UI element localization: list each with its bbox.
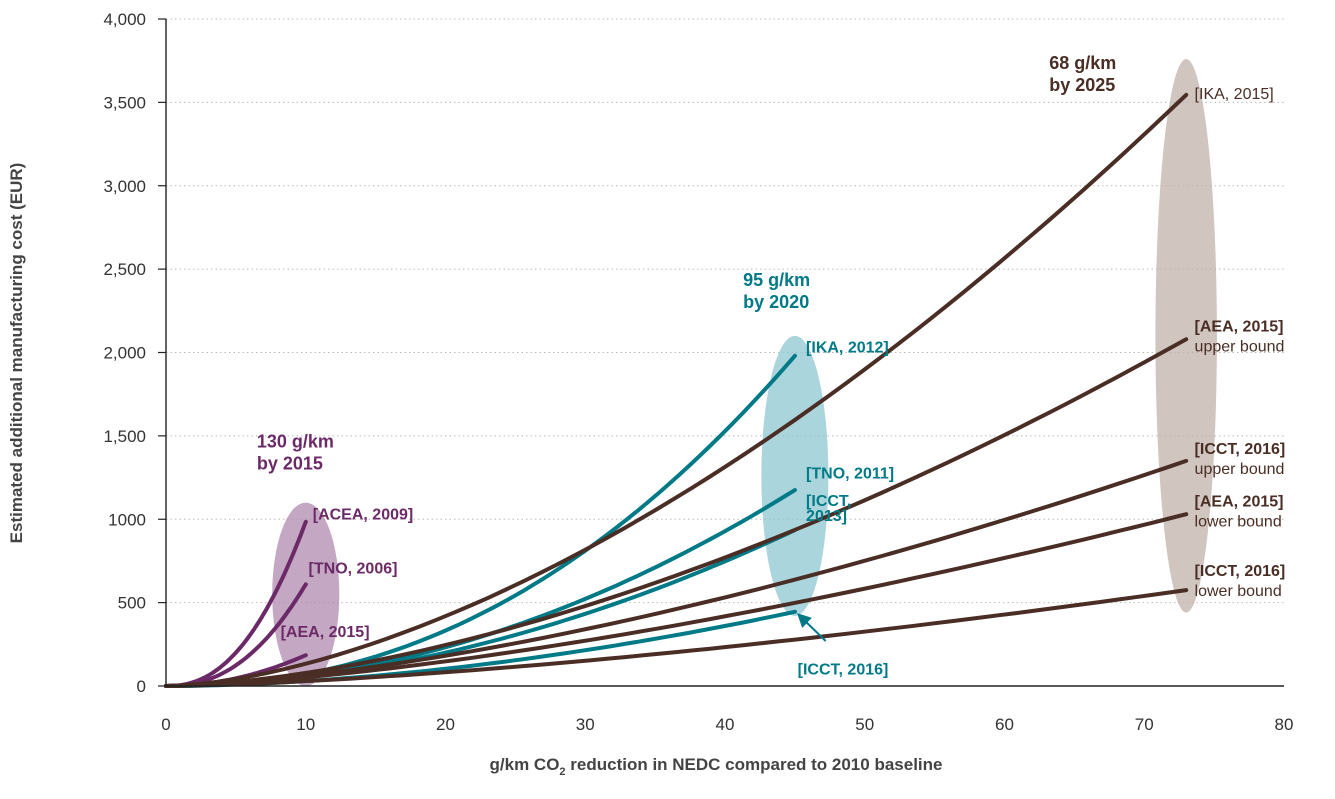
series-line — [164, 528, 797, 688]
series-line — [164, 337, 1189, 688]
series-label-bound: upper bound — [1195, 339, 1285, 356]
series-label-bound: lower bound — [1195, 514, 1282, 531]
x-tick-label: 80 — [1275, 715, 1294, 734]
group-ellipse-1 — [272, 502, 340, 686]
y-tick-label: 3,000 — [103, 177, 146, 196]
group-ellipses — [272, 59, 1217, 686]
y-axis-label: Estimated additional manufacturing cost … — [7, 163, 26, 544]
series-label: [TNO, 2006] — [309, 560, 398, 577]
x-tick-label: 50 — [855, 715, 874, 734]
series-line — [164, 458, 1189, 688]
series-label-bound: lower bound — [1195, 583, 1282, 600]
y-tick-label: 0 — [137, 677, 146, 696]
x-tick-label: 70 — [1135, 715, 1154, 734]
group-ellipse-3 — [1155, 59, 1217, 613]
x-tick-label: 0 — [161, 715, 170, 734]
y-tick-label: 1000 — [108, 510, 146, 529]
series-label: [AEA, 2015] — [1195, 494, 1284, 511]
series-label: [ICCT, 2016] — [1195, 441, 1286, 458]
axes: 0 500 1000 1,500 2,000 2,500 3,000 3,500 4,000 0 1… — [103, 10, 1293, 734]
annotations: 130 g/km by 2015 [ACEA, 2009] [TNO, 2006] [A… — [257, 53, 1285, 678]
x-axis-label-rest: reduction in NEDC compared to 2010 basel… — [566, 755, 943, 774]
x-tick-label: 20 — [436, 715, 455, 734]
y-tick-label: 2,500 — [103, 260, 146, 279]
y-tick-label: 2,000 — [103, 344, 146, 363]
x-axis-label-main: g/km CO — [490, 755, 560, 774]
series-label: [AEA, 2015] — [1195, 319, 1284, 336]
target-label-line: by 2020 — [743, 292, 809, 312]
x-axis-label-subscript: 2 — [559, 766, 565, 778]
grid-lines — [166, 18, 1284, 604]
y-tick-label: 500 — [118, 594, 146, 613]
series-label-line: [ICCT, — [806, 493, 851, 510]
x-tick-label: 10 — [296, 715, 315, 734]
y-tick-label: 3,500 — [103, 93, 146, 112]
x-tick-label: 30 — [576, 715, 595, 734]
y-tick-label: 1,500 — [103, 427, 146, 446]
target-label: 68 g/km by 2025 — [1049, 53, 1116, 95]
series-line — [164, 588, 1189, 688]
series-label: [IKA, 2015] — [1195, 86, 1274, 103]
x-tick-label: 40 — [716, 715, 735, 734]
series-label-line: 2013] — [806, 508, 847, 525]
series-label: [ICCT, 2013] — [806, 493, 851, 525]
x-axis-label: g/km CO2 reduction in NEDC compared to 2… — [490, 755, 943, 778]
pointer-arrow — [797, 613, 827, 642]
series-label: [ICCT, 2016] — [798, 661, 889, 678]
target-label-line: 130 g/km — [257, 432, 334, 452]
target-label-line: by 2025 — [1049, 75, 1115, 95]
series-label: [AEA, 2015] — [281, 624, 370, 641]
target-label-line: 68 g/km — [1049, 53, 1116, 73]
series-line — [164, 92, 1189, 688]
target-label-line: 95 g/km — [743, 270, 810, 290]
series-label: [ACEA, 2009] — [313, 506, 413, 523]
series-label-bound: upper bound — [1195, 461, 1285, 478]
series-line — [164, 512, 1189, 688]
target-label-line: by 2015 — [257, 454, 323, 474]
series-label: [ICCT, 2016] — [1195, 563, 1286, 580]
target-label: 130 g/km by 2015 — [257, 432, 334, 474]
series-label: [TNO, 2011] — [806, 465, 894, 482]
y-tick-label: 4,000 — [103, 10, 146, 29]
series-lines — [164, 92, 1189, 688]
target-label: 95 g/km by 2020 — [743, 270, 810, 312]
series-label: [IKA, 2012] — [806, 340, 889, 357]
x-tick-label: 60 — [995, 715, 1014, 734]
